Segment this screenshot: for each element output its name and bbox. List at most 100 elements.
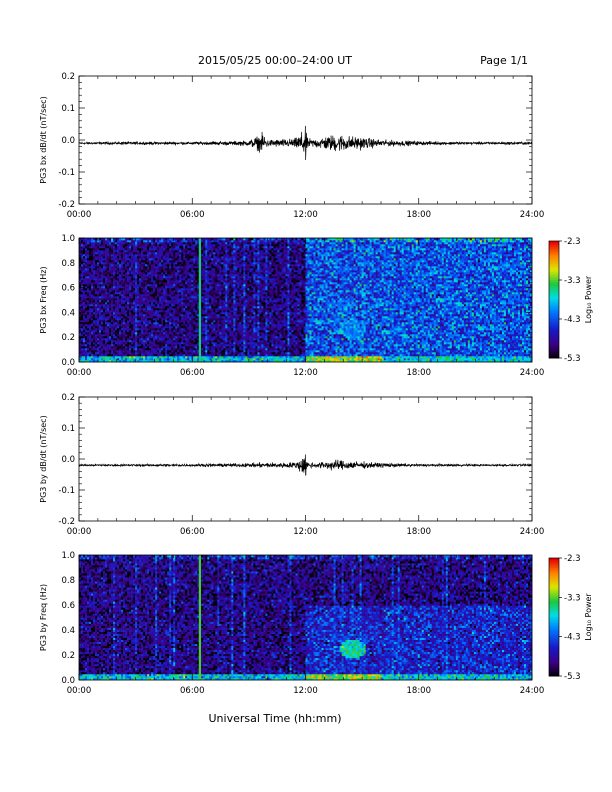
spectrogram-cell — [87, 258, 89, 260]
spectrogram-cell — [93, 268, 95, 270]
spectrogram-cell — [163, 312, 165, 314]
spectrogram-cell — [109, 298, 111, 300]
x-tick-label: 24:00 — [520, 210, 545, 220]
spectrogram-cell — [129, 336, 131, 338]
spectrogram-cell — [183, 272, 185, 274]
spectrogram-cell — [107, 322, 109, 324]
spectrogram-cell — [111, 338, 113, 340]
spectrogram-cell — [167, 340, 169, 342]
spectrogram-cell — [119, 304, 121, 306]
spectrogram-cell — [189, 342, 191, 344]
spectrogram-cell — [113, 358, 115, 360]
spectrogram-cell — [171, 328, 173, 330]
spectrogram-cell — [157, 296, 159, 298]
spectrogram-cell — [191, 294, 193, 296]
spectrogram-cell — [205, 254, 207, 256]
spectrogram-cell — [81, 244, 83, 246]
spectrogram-cell — [149, 272, 151, 274]
spectrogram-cell — [133, 306, 135, 308]
spectrogram-cell — [99, 318, 101, 320]
spectrogram-cell — [165, 326, 167, 328]
spectrogram-cell — [113, 294, 115, 296]
spectrogram-cell — [113, 348, 115, 350]
spectrogram-cell — [143, 254, 145, 256]
spectrogram-cell — [193, 270, 195, 272]
spectrogram-cell — [145, 248, 147, 250]
spectrogram-cell — [183, 320, 185, 322]
spectrogram-cell — [175, 300, 177, 302]
spectrogram-cell — [171, 354, 173, 356]
spectrogram-cell — [145, 254, 147, 256]
spectrogram-cell — [91, 294, 93, 296]
spectrogram-cell — [159, 322, 161, 324]
spectrogram-cell — [133, 248, 135, 250]
spectrogram-cell — [213, 270, 215, 272]
spectrogram-cell — [171, 246, 173, 248]
spectrogram-cell — [167, 282, 169, 284]
spectrogram-cell — [105, 358, 107, 360]
spectrogram-cell — [215, 338, 217, 340]
spectrogram-cell — [163, 340, 165, 342]
spectrogram-cell — [175, 250, 177, 252]
spectrogram-cell — [179, 282, 181, 284]
spectrogram-cell — [169, 326, 171, 328]
spectrogram-cell — [187, 242, 189, 244]
spectrogram-cell — [83, 270, 85, 272]
spectrogram-cell — [139, 250, 141, 252]
spectrogram-cell — [191, 256, 193, 258]
spectrogram-cell — [81, 310, 83, 312]
spectrogram-cell — [153, 248, 155, 250]
spectrogram-cell — [107, 272, 109, 274]
spectrogram-cell — [133, 358, 135, 360]
spectrogram-cell — [163, 258, 165, 260]
spectrogram-cell — [193, 338, 195, 340]
spectrogram-cell — [181, 294, 183, 296]
spectrogram-cell — [81, 278, 83, 280]
spectrogram-cell — [89, 330, 91, 332]
spectrogram-cell — [191, 246, 193, 248]
spectrogram-cell — [109, 292, 111, 294]
spectrogram-cell — [97, 312, 99, 314]
spectrogram-cell — [147, 336, 149, 338]
spectrogram-cell — [127, 256, 129, 258]
spectrogram-cell — [137, 296, 139, 298]
spectrogram-cell — [151, 308, 153, 310]
spectrogram-cell — [141, 250, 143, 252]
spectrogram-cell — [215, 326, 217, 328]
spectrogram-cell — [89, 302, 91, 304]
spectrogram-cell — [107, 240, 109, 242]
spectrogram-cell — [97, 256, 99, 258]
spectrogram-cell — [205, 256, 207, 258]
spectrogram-cell — [195, 300, 197, 302]
spectrogram-cell — [85, 340, 87, 342]
spectrogram-cell — [107, 288, 109, 290]
spectrogram-cell — [149, 352, 151, 354]
spectrogram-cell — [97, 314, 99, 316]
spectrogram-cell — [175, 264, 177, 266]
spectrogram-cell — [183, 286, 185, 288]
spectrogram-cell — [133, 286, 135, 288]
spectrogram-cell — [169, 276, 171, 278]
spectrogram-cell — [105, 338, 107, 340]
spectrogram-cell — [101, 288, 103, 290]
spectrogram-cell — [89, 338, 91, 340]
spectrogram-cell — [123, 298, 125, 300]
spectrogram-cell — [209, 310, 211, 312]
spectrogram-cell — [205, 354, 207, 356]
spectrogram-cell — [123, 244, 125, 246]
spectrogram-cell — [103, 308, 105, 310]
spectrogram-cell — [111, 274, 113, 276]
spectrogram-cell — [191, 340, 193, 342]
spectrogram-cell — [171, 316, 173, 318]
spectrogram-cell — [189, 318, 191, 320]
spectrogram-cell — [99, 304, 101, 306]
spectrogram-cell — [171, 348, 173, 350]
spectrogram-cell — [167, 302, 169, 304]
spectrogram-cell — [87, 354, 89, 356]
spectrogram-cell — [143, 266, 145, 268]
spectrogram-cell — [83, 316, 85, 318]
spectrogram-cell — [111, 354, 113, 356]
spectrogram-cell — [149, 256, 151, 258]
spectrogram-cell — [203, 340, 205, 342]
spectrogram-cell — [129, 286, 131, 288]
